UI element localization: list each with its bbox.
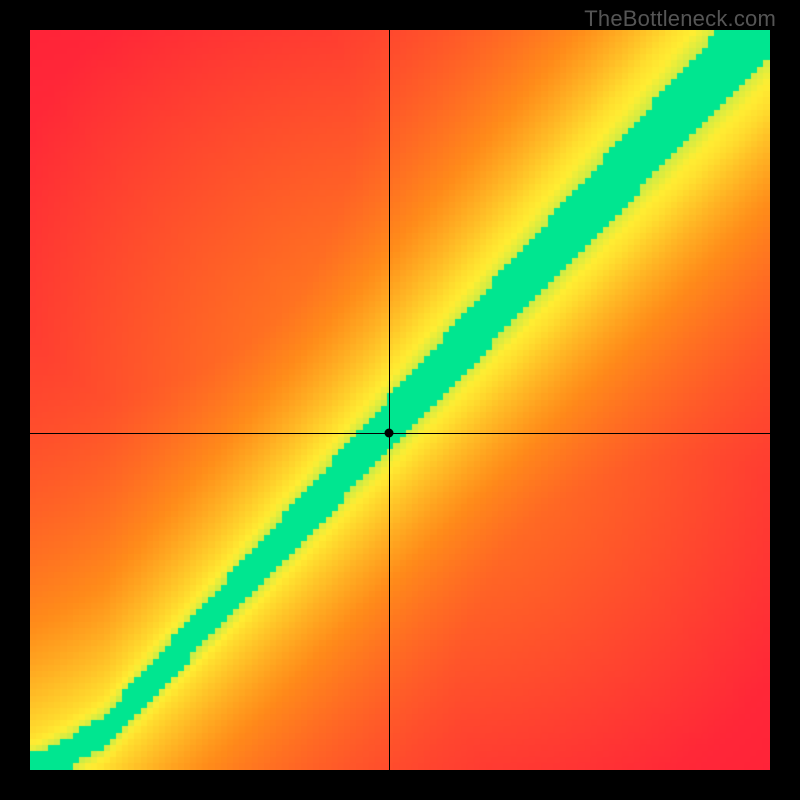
heatmap-plot-area — [30, 30, 770, 770]
crosshair-horizontal-line — [30, 433, 770, 434]
watermark-text: TheBottleneck.com — [584, 6, 776, 32]
crosshair-vertical-line — [389, 30, 390, 770]
chart-container: TheBottleneck.com — [0, 0, 800, 800]
crosshair-marker-dot — [384, 429, 393, 438]
heatmap-canvas — [30, 30, 770, 770]
